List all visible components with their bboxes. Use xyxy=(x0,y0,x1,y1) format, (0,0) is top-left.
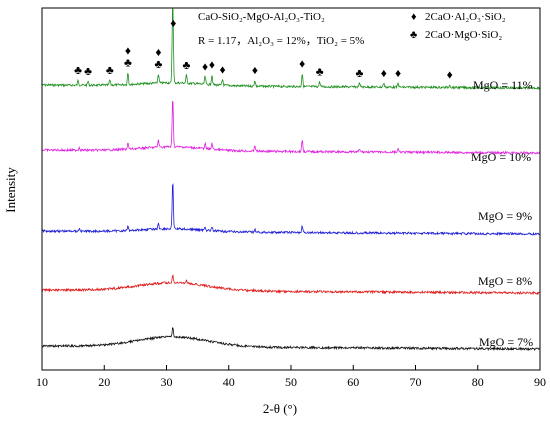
diamond-marker-10: ♦ xyxy=(209,58,215,72)
series-label-mgo-7: MgO = 7% xyxy=(479,335,533,349)
series-line-0 xyxy=(41,8,541,91)
x-axis-label: 2-θ (°) xyxy=(263,401,297,416)
club-marker-0: ♣ xyxy=(74,63,82,77)
y-axis-label: Intensity xyxy=(3,167,18,213)
diamond-marker-13: ♦ xyxy=(299,57,305,71)
series-line-3 xyxy=(41,274,541,296)
plot-frame xyxy=(41,7,541,371)
diamond-marker-6: ♦ xyxy=(155,45,161,59)
x-tick-label-50: 50 xyxy=(285,375,297,389)
legend-symbol-diamond: ♦ xyxy=(411,11,417,23)
diamond-marker-18: ♦ xyxy=(447,67,453,81)
legend-label-2cao-al2o3-sio2: 2CaO·Al₂O₃·SiO₂ xyxy=(425,11,506,23)
diamond-marker-9: ♦ xyxy=(202,59,208,73)
diamond-marker-7: ♦ xyxy=(170,16,176,30)
x-tick-label-60: 60 xyxy=(347,375,359,389)
x-tick-label-40: 40 xyxy=(223,375,235,389)
chart-title: CaO-SiO₂-MgO-Al₂O₃-TiO₂ xyxy=(198,11,325,23)
series-layer xyxy=(41,8,541,352)
x-tick-label-30: 30 xyxy=(161,375,173,389)
series-label-mgo-10: MgO = 10% xyxy=(471,150,531,164)
x-tick-label-10: 10 xyxy=(36,375,48,389)
diamond-marker-12: ♦ xyxy=(252,63,258,77)
x-tick-label-80: 80 xyxy=(472,375,484,389)
series-line-4 xyxy=(41,327,541,352)
club-marker-14: ♣ xyxy=(316,65,324,79)
x-tick-label-20: 20 xyxy=(98,375,110,389)
x-tick-label-70: 70 xyxy=(410,375,422,389)
legend-label-2cao-mgo-sio2: 2CaO·MgO·SiO₂ xyxy=(425,29,502,41)
diamond-marker-11: ♦ xyxy=(219,62,225,76)
diamond-marker-4: ♦ xyxy=(125,43,131,57)
club-marker-15: ♣ xyxy=(356,66,364,80)
series-line-1 xyxy=(41,100,541,156)
chart-subtitle: R = 1.17，Al₂O₃ = 12%，TiO₂ = 5% xyxy=(198,35,364,47)
series-label-mgo-8: MgO = 8% xyxy=(478,274,532,288)
club-marker-1: ♣ xyxy=(84,64,92,78)
diamond-marker-17: ♦ xyxy=(395,66,401,80)
x-tick-label-90: 90 xyxy=(534,375,546,389)
series-label-mgo-11: MgO = 11% xyxy=(473,78,533,92)
club-marker-5: ♣ xyxy=(154,57,162,71)
club-marker-3: ♣ xyxy=(124,55,132,69)
club-marker-2: ♣ xyxy=(106,63,114,77)
series-label-mgo-9: MgO = 9% xyxy=(478,209,532,223)
x-ticks: 10 20 30 40 50 60 70 80 90 xyxy=(36,365,546,389)
club-marker-8: ♣ xyxy=(182,58,190,72)
legend-symbol-club: ♣ xyxy=(410,29,417,41)
series-line-2 xyxy=(41,183,541,236)
peak-marker-layer: ♣ ♣ ♣♣♦♣♦♦♣ ♦ ♦ ♦ ♦ ♦♣ ♣ ♦ ♦ ♦ xyxy=(74,16,453,81)
diamond-marker-16: ♦ xyxy=(381,66,387,80)
